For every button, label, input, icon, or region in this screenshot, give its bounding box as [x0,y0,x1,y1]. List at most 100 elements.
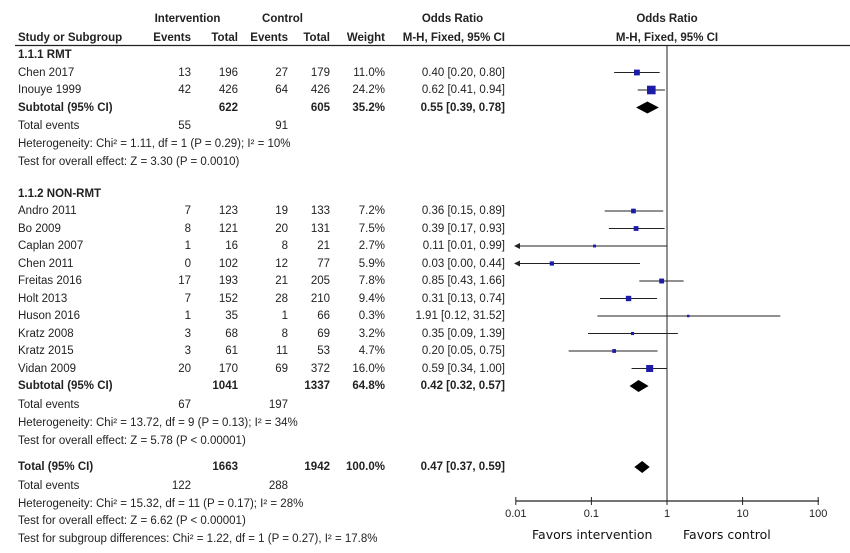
study-int-events: 3 [184,345,191,357]
plot-header-title: Odds Ratio [636,13,698,25]
study-ctrl-events: 11 [276,345,288,357]
study-ctrl-events: 20 [275,222,288,235]
subtotal-or-ci: 0.42 [0.32, 0.57] [420,380,505,392]
study-square-marker [647,85,656,95]
study-weight: 16.0% [352,362,385,375]
study-or-ci: 0.31 [0.13, 0.74] [421,292,505,305]
subtotal-weight: 64.8% [352,380,385,392]
study-weight: 4.7% [358,345,385,357]
study-ctrl-total: 21 [317,240,330,252]
study-name: Chen 2011 [18,257,74,270]
subtotal-int-total: 622 [218,101,238,114]
total-or-ci: 0.47 [0.37, 0.59] [420,461,505,473]
study-int-events: 1 [184,240,191,252]
subtotal-weight: 35.2% [352,101,385,114]
total-int-total: 1663 [212,461,238,473]
study-weight: 24.2% [352,84,385,96]
x-tick-label: 0.01 [505,508,526,520]
header-events: Events [153,32,191,44]
study-int-total: 102 [218,257,238,270]
study-name: Chen 2017 [18,66,75,79]
study-int-total: 193 [218,275,238,287]
heterogeneity-text: Heterogeneity: Chi² = 15.32, df = 11 (P … [18,497,304,510]
study-ctrl-total: 131 [310,222,330,235]
study-name: Huson 2016 [18,310,81,322]
study-int-total: 426 [218,84,238,96]
overall-effect-text: Test for overall effect: Z = 3.30 (P = 0… [18,156,240,168]
study-int-events: 7 [184,205,191,217]
study-name: Kratz 2008 [18,327,74,340]
study-int-events: 0 [184,257,191,270]
total-ctrl-total: 1942 [304,461,330,473]
heterogeneity-text: Heterogeneity: Chi² = 13.72, df = 9 (P =… [18,416,298,429]
study-or-ci: 0.35 [0.09, 1.39] [421,327,505,340]
study-square-marker [646,365,654,372]
header-intervention: Intervention [154,13,221,25]
study-int-total: 121 [218,222,238,235]
study-ctrl-total: 210 [310,292,330,305]
study-name: Inouye 1999 [18,84,82,96]
header-study: Study or Subgroup [18,32,123,44]
pooled-diamond-marker [634,461,650,473]
overall-effect-text: Test for overall effect: Z = 5.78 (P < 0… [18,434,246,447]
events-ctrl-events: 197 [268,398,288,411]
header-control: Control [262,13,303,25]
events-int-events: 67 [178,398,191,411]
subtotal-ctrl-total: 605 [310,101,330,114]
study-or-ci: 0.39 [0.17, 0.93] [421,222,505,235]
favors-intervention-label: Favors intervention [532,527,653,542]
events-ctrl-events: 91 [275,120,288,132]
header-method: M-H, Fixed, 95% CI [402,32,505,44]
study-int-events: 8 [184,222,191,235]
study-int-events: 7 [184,292,191,305]
study-square-marker [630,331,635,336]
study-int-total: 170 [218,362,238,375]
study-square-marker [634,69,640,76]
study-ctrl-total: 372 [310,362,330,375]
header-weight: Weight [346,32,385,44]
events-int-events: 55 [178,120,191,132]
pooled-diamond-marker [629,380,649,392]
study-weight: 11.0% [353,66,385,79]
study-weight: 7.2% [358,205,385,217]
study-square-marker [625,295,632,302]
header-odds-ratio: Odds Ratio [421,13,484,25]
x-tick-label: 10 [736,508,748,520]
subtotal-label: Subtotal (95% CI) [18,380,113,392]
total-events-label: Total events [18,398,80,411]
study-or-ci: 0.85 [0.43, 1.66] [421,275,505,287]
study-square-marker [633,226,639,231]
study-ctrl-events: 64 [275,84,288,96]
ci-arrow-icon [514,243,520,249]
study-square-marker [686,314,690,318]
study-int-events: 20 [178,362,191,375]
x-tick-label: 1 [664,508,670,520]
overall-effect-text: Test for overall effect: Z = 6.62 (P < 0… [18,515,246,527]
study-int-total: 16 [225,240,238,252]
plot-header-method: M-H, Fixed, 95% CI [615,32,719,44]
total-events-label: Total events [18,479,80,492]
study-ctrl-total: 69 [317,327,330,340]
study-name: Bo 2009 [18,222,61,235]
study-ctrl-events: 28 [275,292,288,305]
study-int-events: 3 [184,327,191,340]
study-ctrl-events: 69 [275,362,288,375]
total-weight: 100.0% [345,461,385,473]
study-weight: 5.9% [358,257,385,270]
subtotal-ctrl-total: 1337 [304,380,330,392]
study-weight: 3.2% [358,327,385,340]
header-control-total: Total [303,32,330,44]
study-or-ci: 0.40 [0.20, 0.80] [421,66,505,79]
study-int-total: 68 [225,327,238,340]
study-int-events: 17 [178,275,191,287]
study-ctrl-events: 8 [281,327,288,340]
study-square-marker [612,349,617,353]
study-name: Vidan 2009 [18,362,76,375]
study-name: Holt 2013 [18,292,68,305]
favors-control-label: Favors control [683,527,771,542]
study-ctrl-events: 1 [281,310,288,322]
study-int-total: 35 [225,310,238,322]
study-weight: 7.8% [358,275,385,287]
header-total: Total [211,32,238,44]
study-ctrl-events: 12 [275,257,288,270]
